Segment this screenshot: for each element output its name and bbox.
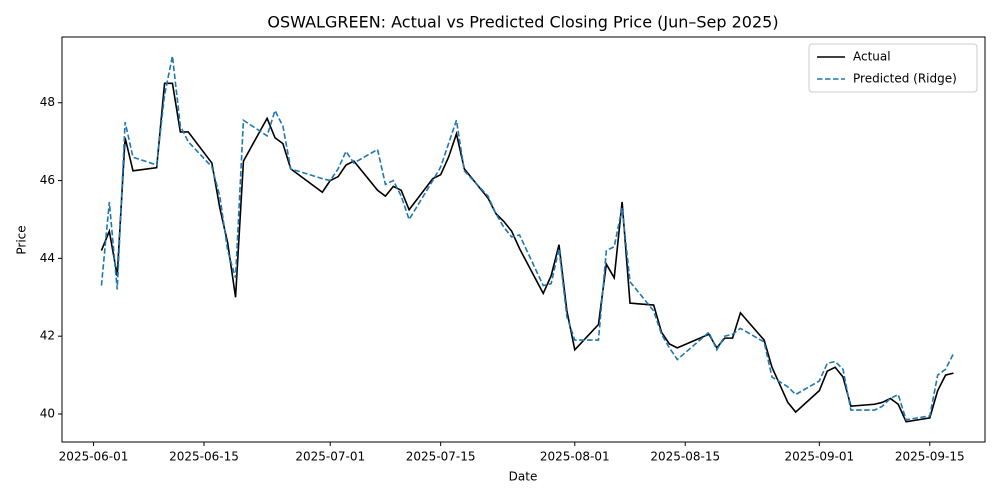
y-tick-label: 48 bbox=[40, 95, 55, 109]
legend-label: Predicted (Ridge) bbox=[853, 72, 957, 86]
series-line bbox=[100, 82, 954, 423]
x-tick-label: 2025-08-15 bbox=[650, 450, 720, 464]
x-tick-label: 2025-07-15 bbox=[406, 450, 476, 464]
x-tick-label: 2025-09-01 bbox=[784, 450, 854, 464]
legend-box bbox=[808, 43, 978, 93]
y-tick-label: 40 bbox=[40, 406, 55, 420]
x-axis-label: Date bbox=[509, 470, 538, 484]
series-line bbox=[100, 55, 955, 421]
y-tick-label: 44 bbox=[40, 251, 55, 265]
legend-label: Actual bbox=[853, 50, 891, 64]
y-axis-label: Price bbox=[15, 225, 29, 254]
x-tick-label: 2025-06-15 bbox=[169, 450, 239, 464]
x-tick-label: 2025-06-01 bbox=[59, 450, 129, 464]
x-tick-label: 2025-09-15 bbox=[895, 450, 965, 464]
chart-title: OSWALGREEN: Actual vs Predicted Closing … bbox=[267, 13, 778, 32]
x-tick-label: 2025-08-01 bbox=[540, 450, 610, 464]
y-tick-label: 46 bbox=[40, 173, 55, 187]
plot-frame bbox=[61, 36, 986, 443]
x-tick-label: 2025-07-01 bbox=[295, 450, 365, 464]
y-tick-label: 42 bbox=[40, 329, 55, 343]
